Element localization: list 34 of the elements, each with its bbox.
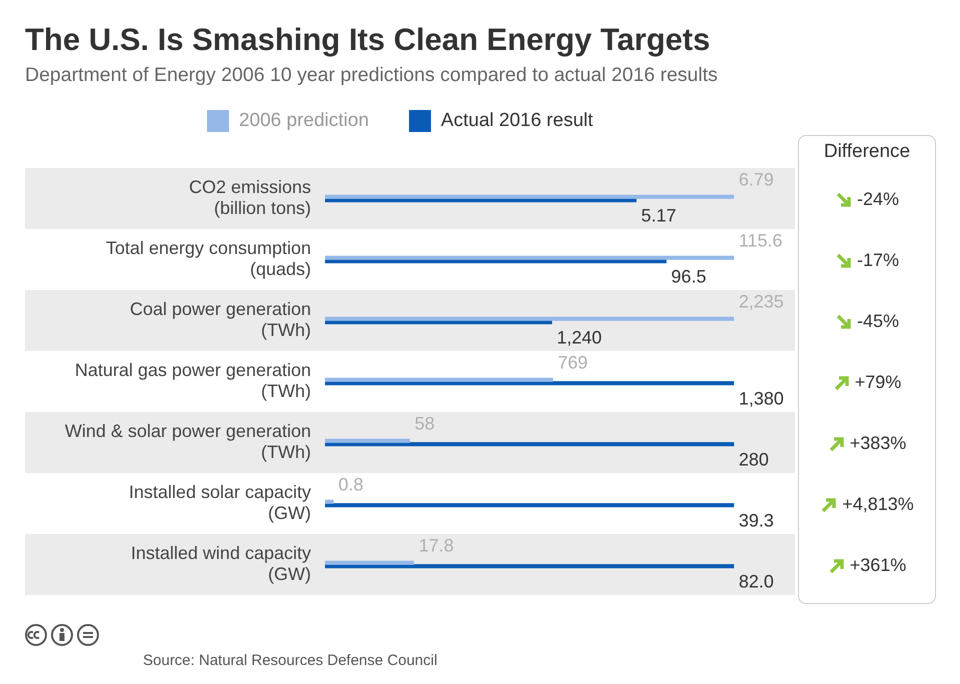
legend-label: 2006 prediction	[238, 110, 369, 132]
data-label: 17.8	[418, 535, 454, 556]
data-label: -17%	[856, 250, 900, 271]
data-label: 96.5	[671, 266, 706, 286]
data-label: 2,235	[738, 291, 784, 312]
data-label: 1,240	[556, 327, 602, 348]
data-label: +383%	[850, 433, 906, 454]
data-label: +79%	[854, 372, 902, 393]
data-label: -24%	[856, 189, 900, 210]
data-label: +4,813%	[842, 494, 914, 515]
legend-label: Actual 2016 result	[440, 110, 594, 132]
source-note: Source: Natural Resources Defense Council	[143, 652, 438, 669]
y-tick-label: Coal power generation (TWh)	[130, 299, 311, 340]
data-label: -45%	[856, 311, 900, 332]
data-label: +361%	[850, 555, 906, 576]
data-label: 39.3	[738, 510, 774, 530]
chart-subtitle: Department of Energy 2006 10 year predictions compared to actual 2016 results	[25, 64, 718, 87]
y-tick-label: Natural gas power generation (TWh)	[74, 360, 311, 401]
y-tick-label: Total energy consumption (quads)	[106, 238, 311, 279]
y-tick-label: Installed wind capacity (GW)	[130, 543, 311, 584]
data-label: 769	[558, 352, 588, 372]
data-label: 82.0	[738, 571, 774, 592]
chart-title: The U.S. Is Smashing Its Clean Energy Targets	[25, 22, 710, 58]
data-label: 115.6	[738, 230, 782, 250]
y-tick-label: Installed solar capacity (GW)	[128, 482, 311, 523]
data-label: 280	[738, 449, 769, 470]
text: Difference	[822, 141, 912, 163]
y-tick-label: CO2 emissions (billion tons)	[188, 177, 311, 218]
data-label: 6.79	[738, 169, 774, 190]
y-tick-label: Wind & solar power generation (TWh)	[64, 421, 311, 462]
data-label: 5.17	[641, 205, 676, 226]
data-label: 1,380	[738, 388, 784, 408]
data-label: 0.8	[338, 474, 364, 494]
data-label: 58	[414, 413, 435, 434]
